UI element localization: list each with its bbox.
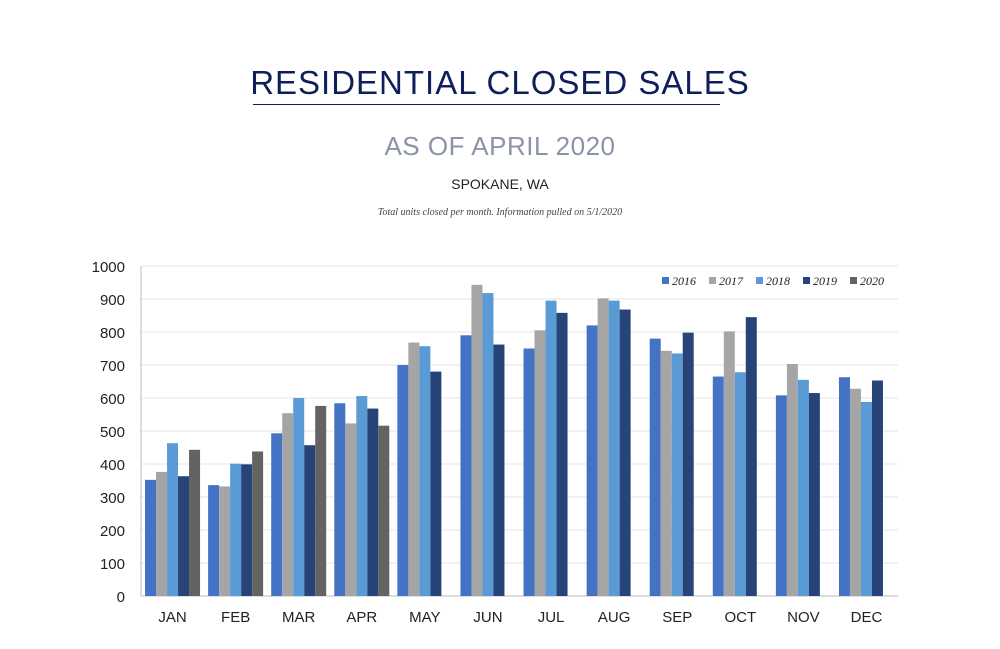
legend-swatch-2020 bbox=[850, 277, 857, 284]
y-tick-label: 100 bbox=[100, 556, 125, 573]
x-tick-label: OCT bbox=[724, 609, 756, 626]
bar-2017-MAY bbox=[408, 342, 420, 596]
bar-2018-MAY bbox=[419, 346, 431, 596]
bar-2019-DEC bbox=[871, 380, 883, 596]
bar-2016-JAN bbox=[145, 479, 157, 596]
bar-2019-JAN bbox=[178, 476, 190, 596]
bar-2020-APR bbox=[378, 425, 390, 596]
subtitle: AS OF APRIL 2020 bbox=[384, 131, 616, 161]
y-tick-label: 400 bbox=[100, 457, 125, 474]
bar-2018-APR bbox=[356, 396, 368, 596]
legend-swatch-2019 bbox=[803, 277, 810, 284]
bar-2018-AUG bbox=[608, 300, 620, 596]
bar-2019-APR bbox=[367, 408, 379, 596]
bar-2018-JUN bbox=[482, 293, 494, 596]
bar-2016-MAR bbox=[271, 433, 283, 596]
legend-swatch-2018 bbox=[756, 277, 763, 284]
x-tick-label: MAY bbox=[409, 609, 440, 626]
bar-2018-MAR bbox=[293, 398, 305, 596]
title-underline bbox=[253, 104, 720, 105]
bar-2017-JUL bbox=[534, 330, 546, 596]
x-tick-label: NOV bbox=[787, 609, 820, 626]
bar-2017-JAN bbox=[156, 471, 168, 596]
bar-2017-DEC bbox=[849, 388, 861, 596]
bar-2016-SEP bbox=[649, 338, 661, 596]
y-tick-label: 1000 bbox=[92, 259, 125, 276]
bar-2020-MAR bbox=[315, 405, 327, 596]
legend-label: 2018 bbox=[766, 274, 790, 288]
bar-2016-JUN bbox=[460, 335, 472, 596]
legend-swatch-2017 bbox=[709, 277, 716, 284]
y-tick-label: 500 bbox=[100, 424, 125, 441]
bar-2017-SEP bbox=[660, 350, 672, 596]
x-tick-label: MAR bbox=[282, 609, 316, 626]
bar-2020-FEB bbox=[252, 451, 264, 596]
bar-2017-FEB bbox=[219, 486, 231, 596]
bar-2016-DEC bbox=[838, 377, 850, 596]
x-tick-label: JUL bbox=[538, 609, 565, 626]
x-tick-label: JUN bbox=[473, 609, 502, 626]
bar-2017-NOV bbox=[786, 364, 798, 596]
bar-2019-NOV bbox=[808, 393, 820, 596]
y-tick-label: 800 bbox=[100, 325, 125, 342]
legend-label: 2017 bbox=[719, 274, 744, 288]
bar-2016-FEB bbox=[208, 485, 220, 596]
x-tick-label: APR bbox=[346, 609, 377, 626]
y-tick-label: 300 bbox=[100, 490, 125, 507]
bar-2019-SEP bbox=[682, 332, 694, 596]
bar-2018-NOV bbox=[797, 379, 809, 596]
bar-2018-SEP bbox=[671, 353, 683, 596]
bar-2019-FEB bbox=[241, 464, 253, 596]
bar-2019-JUL bbox=[556, 312, 568, 596]
bar-2017-OCT bbox=[723, 331, 735, 596]
bar-2016-MAY bbox=[397, 365, 409, 596]
bar-2019-AUG bbox=[619, 309, 631, 596]
legend-label: 2020 bbox=[860, 274, 884, 288]
bar-2016-OCT bbox=[712, 376, 724, 596]
bar-2017-MAR bbox=[282, 413, 294, 596]
y-tick-label: 900 bbox=[100, 292, 125, 309]
y-tick-label: 700 bbox=[100, 358, 125, 375]
x-tick-label: SEP bbox=[662, 609, 692, 626]
bar-2018-OCT bbox=[734, 372, 746, 596]
bar-2016-APR bbox=[334, 403, 346, 596]
note: Total units closed per month. Informatio… bbox=[377, 207, 623, 218]
bar-2020-JAN bbox=[189, 449, 201, 596]
x-tick-label: JAN bbox=[158, 609, 186, 626]
bar-2017-AUG bbox=[597, 298, 609, 596]
page-title: RESIDENTIAL CLOSED SALES bbox=[250, 64, 750, 101]
bar-2018-JAN bbox=[167, 443, 179, 596]
bar-2016-AUG bbox=[586, 325, 598, 596]
bar-2019-JUN bbox=[493, 344, 505, 596]
legend-swatch-2016 bbox=[662, 277, 669, 284]
bar-2018-FEB bbox=[230, 463, 242, 596]
bar-2019-OCT bbox=[745, 317, 757, 596]
y-tick-label: 0 bbox=[117, 589, 125, 606]
x-tick-label: AUG bbox=[598, 609, 631, 626]
x-tick-label: DEC bbox=[851, 609, 883, 626]
bar-2016-JUL bbox=[523, 348, 535, 596]
bar-2017-JUN bbox=[471, 284, 483, 596]
legend-label: 2016 bbox=[672, 274, 696, 288]
location: SPOKANE, WA bbox=[451, 176, 549, 192]
x-tick-label: FEB bbox=[221, 609, 250, 626]
bar-2016-NOV bbox=[775, 395, 787, 596]
bar-2018-DEC bbox=[860, 401, 872, 596]
y-tick-label: 200 bbox=[100, 523, 125, 540]
bar-2019-MAY bbox=[430, 371, 442, 596]
bar-2017-APR bbox=[345, 423, 357, 596]
bar-2018-JUL bbox=[545, 300, 557, 596]
y-tick-label: 600 bbox=[100, 391, 125, 408]
bar-2019-MAR bbox=[304, 445, 316, 596]
legend-label: 2019 bbox=[813, 274, 837, 288]
